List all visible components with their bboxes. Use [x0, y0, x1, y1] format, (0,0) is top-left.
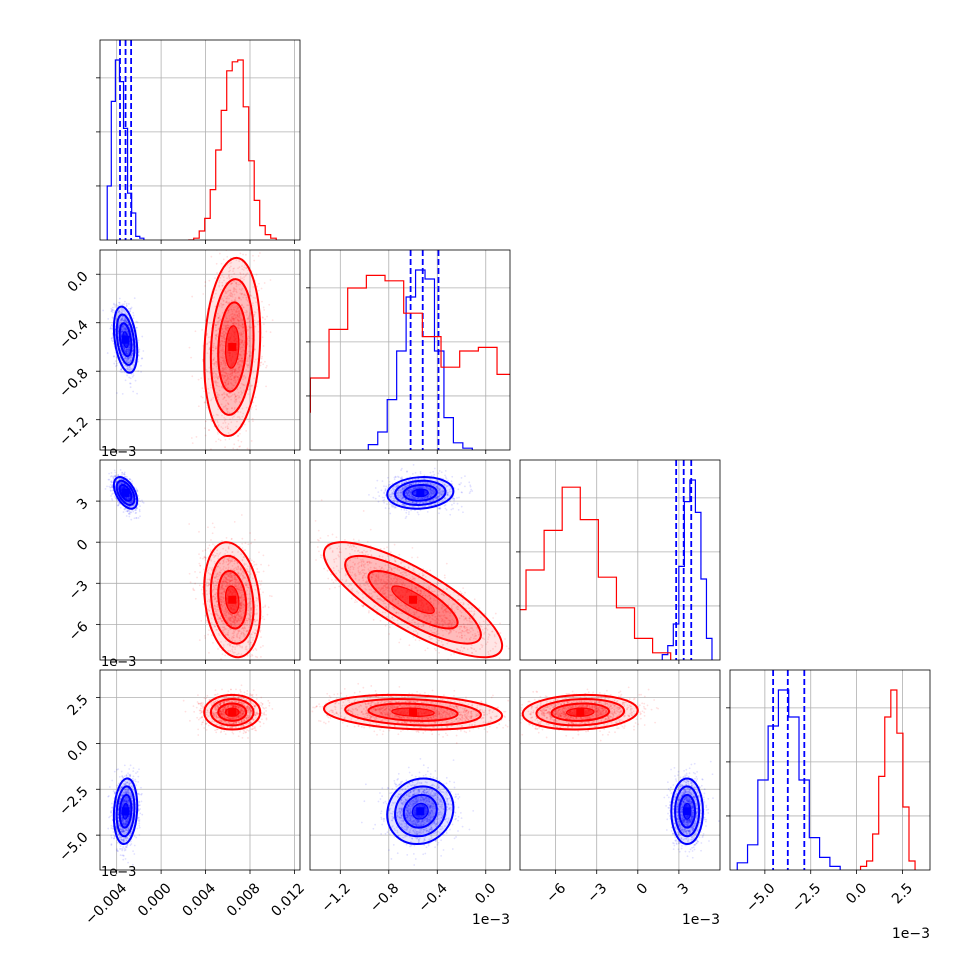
y-tick-label: 0.0 — [65, 269, 92, 296]
density-peak — [683, 807, 691, 815]
x-tick-label: 2.5 — [889, 880, 916, 907]
x-tick-label: −0.4 — [416, 880, 451, 915]
x-offset-label: 1e−3 — [472, 912, 510, 928]
y-offset-label: 1e−3 — [101, 865, 136, 880]
scatter-panel-3-2 — [495, 670, 720, 874]
histogram-step-0-1 — [368, 270, 472, 450]
histogram-step-1-0 — [188, 60, 276, 240]
x-offset-label: 1e−3 — [892, 926, 930, 942]
x-offset-label: 1e−3 — [682, 912, 720, 928]
x-tick-label: 0.0 — [472, 880, 499, 907]
y-tick-label: −3 — [66, 578, 92, 604]
panel-content — [262, 683, 536, 866]
y-tick-label: −6 — [66, 619, 92, 645]
y-tick-label: 2.5 — [65, 692, 92, 719]
diag-panel-0 — [96, 40, 300, 244]
y-tick-label: 3 — [74, 495, 92, 513]
x-tick-label: −0.8 — [367, 880, 402, 915]
density-peak — [228, 343, 236, 351]
density-peak — [576, 708, 584, 716]
x-tick-label: 0.0 — [843, 880, 870, 907]
x-tick-label: 0.000 — [135, 880, 175, 920]
panel-content — [102, 215, 281, 480]
x-tick-label: 0 — [634, 880, 652, 898]
density-peak — [228, 708, 236, 716]
x-tick-label: 0.012 — [268, 880, 308, 920]
histogram-step-1-1 — [273, 275, 553, 450]
histogram-step-0-2 — [662, 480, 712, 660]
density-peak — [122, 489, 130, 497]
x-tick-label: −2.5 — [789, 880, 824, 915]
histogram-step-0-3 — [737, 690, 840, 870]
y-tick-label: −0.8 — [56, 366, 91, 401]
x-tick-label: −0.004 — [82, 880, 130, 928]
density-peak — [416, 489, 424, 497]
density-peak — [122, 336, 130, 344]
y-tick-label: −1.2 — [56, 414, 91, 449]
density-peak — [122, 807, 130, 815]
histogram-step-1-2 — [490, 487, 671, 660]
y-offset-label: 1e−3 — [101, 445, 136, 460]
panel-content — [107, 684, 273, 872]
y-tick-label: −5.0 — [56, 829, 91, 864]
scatter-panel-3-1 — [262, 670, 536, 874]
panel-frame — [100, 40, 300, 240]
x-tick-label: 0.004 — [180, 880, 220, 920]
panel-frame — [730, 670, 930, 870]
histogram-step-1-3 — [861, 690, 915, 870]
x-tick-label: −3 — [584, 880, 610, 906]
y-tick-label: −0.4 — [56, 317, 91, 352]
x-tick-label: −5.0 — [743, 880, 778, 915]
density-peak — [416, 807, 424, 815]
scatter-panel-1-0 — [96, 215, 300, 480]
x-tick-label: 3 — [675, 880, 693, 898]
x-tick-label: 0.008 — [224, 880, 264, 920]
y-tick-label: 0 — [74, 537, 92, 555]
density-peak — [409, 596, 417, 604]
y-tick-label: −2.5 — [56, 784, 91, 819]
x-tick-label: −1.2 — [319, 880, 354, 915]
density-peak — [228, 596, 236, 604]
y-offset-label: 1e−3 — [101, 655, 136, 670]
panel-content — [275, 464, 551, 685]
scatter-panel-2-1 — [275, 460, 551, 685]
scatter-panel-3-0 — [96, 670, 300, 874]
diag-panel-1 — [273, 250, 553, 454]
diag-panel-2 — [490, 460, 720, 664]
y-tick-label: 0.0 — [65, 738, 92, 765]
density-peak — [409, 708, 417, 716]
diag-panel-3 — [726, 670, 930, 874]
panel-content — [495, 686, 720, 858]
x-tick-label: −6 — [543, 880, 569, 906]
